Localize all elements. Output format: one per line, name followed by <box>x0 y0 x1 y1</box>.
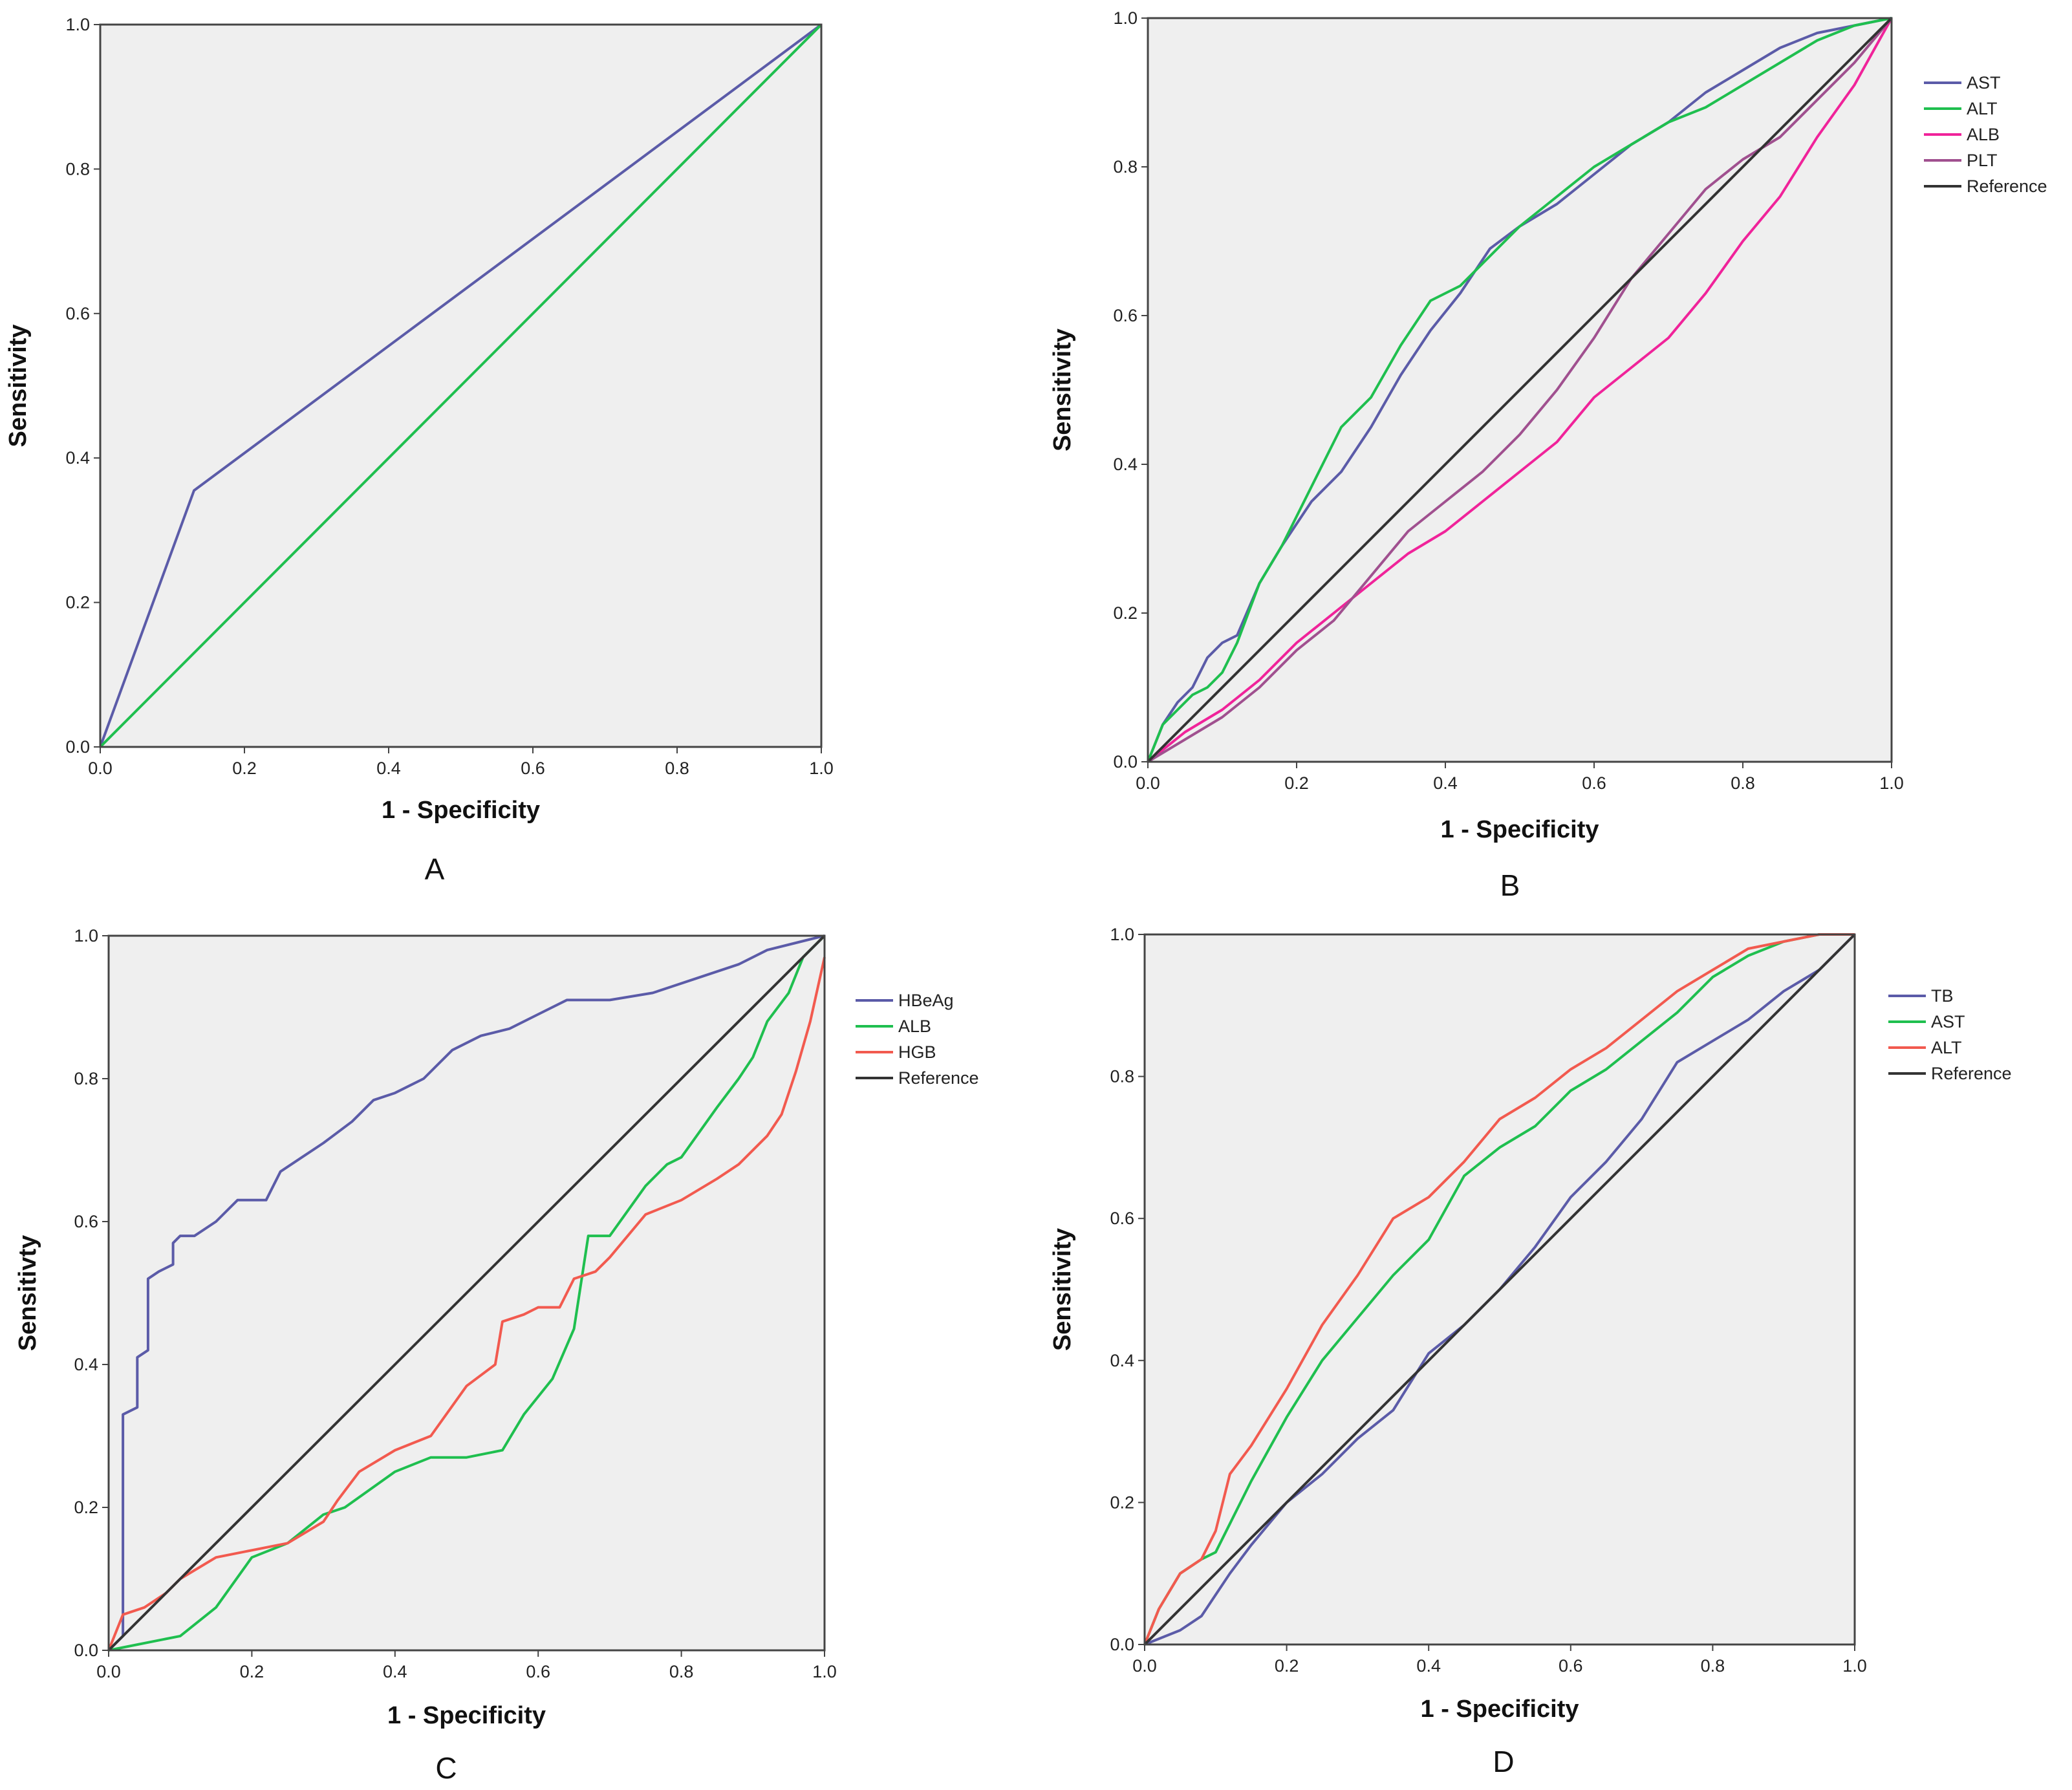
legend-label-reference: Reference <box>898 1068 979 1088</box>
x-tick-label: 0.2 <box>1284 773 1309 793</box>
series-line-hbeag <box>107 934 825 1652</box>
x-tick-label: 0.2 <box>240 1662 264 1681</box>
panel-letter: D <box>1493 1745 1514 1778</box>
y-tick-label: 1.0 <box>1110 925 1134 944</box>
panel-letter: C <box>435 1751 457 1785</box>
series-line-reference <box>1147 17 1893 763</box>
series-line-ast <box>1143 933 1855 1645</box>
legend: TB AST ALT Reference <box>1888 986 2012 1083</box>
y-axis-title: Sensitivity <box>1049 1228 1076 1351</box>
x-tick-label: 0.8 <box>1701 1656 1725 1676</box>
x-tick-label: 0.8 <box>665 759 689 778</box>
y-tick-label: 0.8 <box>74 1069 98 1088</box>
x-tick-label: 0.4 <box>1433 773 1458 793</box>
series-line-ast <box>1147 17 1892 762</box>
series-line-alb <box>108 934 826 1652</box>
plot-frame <box>107 934 826 1652</box>
series-line-hgb <box>107 956 826 1651</box>
legend: AST ALT ALB PLT Reference <box>1924 73 2047 196</box>
y-tick-label: 0.4 <box>65 448 90 468</box>
x-axis-title: 1 - Specificity <box>387 1702 546 1729</box>
x-tick-label: 0.6 <box>521 759 545 778</box>
x-axis-title: 1 - Specificity <box>382 797 540 824</box>
legend-label-tb: TB <box>1931 986 1954 1006</box>
plot-frame <box>1147 17 1893 763</box>
series-line-2 <box>99 23 823 748</box>
roc-panel-d: 0.0 0.2 0.4 0.6 0.8 1.0 0.0 0.2 0.4 0.6 0.8 1.0 1 - … <box>1049 925 2012 1778</box>
x-tick-label: 0.8 <box>669 1662 694 1681</box>
x-tick-label: 0.0 <box>88 759 113 778</box>
y-tick-label: 1.0 <box>74 926 98 945</box>
y-tick-label: 0.4 <box>1113 455 1138 474</box>
x-tick-label: 1.0 <box>809 759 834 778</box>
roc-panel-a: 0.0 0.2 0.4 0.6 0.8 1.0 0.0 0.2 0.4 0.6 0.8 1.0 1 - … <box>5 15 834 886</box>
y-tick-label: 1.0 <box>1113 8 1138 28</box>
series-line-plt <box>1147 17 1893 763</box>
y-tick-label: 0.6 <box>1113 306 1138 325</box>
x-tick-label: 0.6 <box>526 1662 550 1681</box>
y-tick-label: 0.4 <box>1110 1351 1134 1370</box>
series-line-reference <box>107 934 826 1652</box>
y-tick-label: 0.2 <box>65 593 90 612</box>
x-tick-label: 0.0 <box>1136 773 1160 793</box>
x-tick-label: 0.4 <box>376 759 401 778</box>
x-tick-label: 0.0 <box>96 1662 121 1681</box>
x-axis-title: 1 - Specificity <box>1441 816 1599 843</box>
legend-label-hgb: HGB <box>898 1042 936 1062</box>
x-tick-label: 0.8 <box>1731 773 1755 793</box>
plot-frame <box>99 23 823 748</box>
legend-label-alb: ALB <box>1967 125 2000 144</box>
x-tick-label: 0.2 <box>1275 1656 1299 1676</box>
y-tick-label: 1.0 <box>65 15 90 34</box>
series-line-1 <box>99 23 823 748</box>
legend: HBeAg ALB HGB Reference <box>856 991 979 1088</box>
y-tick-label: 0.8 <box>1110 1067 1134 1086</box>
y-tick-label: 0.8 <box>1113 157 1138 177</box>
y-tick-label: 0.2 <box>74 1498 98 1517</box>
legend-label-alt: ALT <box>1967 99 1998 118</box>
series-line-alb <box>1147 17 1893 763</box>
x-tick-label: 0.2 <box>232 759 257 778</box>
roc-panel-b: 0.0 0.2 0.4 0.6 0.8 1.0 0.0 0.2 0.4 0.6 0.8 1.0 1 - … <box>1049 8 2047 902</box>
legend-label-ast: AST <box>1931 1012 1965 1031</box>
y-tick-label: 0.0 <box>1110 1635 1134 1654</box>
y-tick-label: 0.2 <box>1113 603 1138 623</box>
series-line-alt <box>1143 933 1855 1645</box>
y-tick-label: 0.6 <box>1110 1209 1134 1228</box>
y-tick-label: 0.8 <box>65 159 90 178</box>
y-axis-title: Sensitivty <box>14 1235 41 1352</box>
x-tick-label: 1.0 <box>1842 1656 1867 1676</box>
panel-letter: A <box>425 852 445 886</box>
y-axis-title: Sensitivity <box>1049 329 1076 451</box>
legend-label-reference: Reference <box>1931 1064 2012 1083</box>
y-tick-label: 0.6 <box>74 1212 98 1231</box>
roc-panel-c: 0.0 0.2 0.4 0.6 0.8 1.0 0.0 0.2 0.4 0.6 0.8 1.0 1 - … <box>14 926 979 1785</box>
legend-label-alt: ALT <box>1931 1038 1962 1057</box>
y-tick-label: 0.0 <box>1113 752 1138 771</box>
x-tick-label: 0.6 <box>1559 1656 1583 1676</box>
x-tick-label: 0.6 <box>1582 773 1606 793</box>
y-axis-title: Sensitivity <box>5 324 32 447</box>
y-tick-label: 0.0 <box>65 737 90 757</box>
legend-label-hbeag: HBeAg <box>898 991 954 1010</box>
legend-label-reference: Reference <box>1967 177 2047 196</box>
x-tick-label: 0.0 <box>1132 1656 1157 1676</box>
plot-frame <box>1143 933 1856 1646</box>
x-axis-title: 1 - Specificity <box>1421 1696 1579 1723</box>
panel-letter: B <box>1500 868 1520 902</box>
x-tick-label: 0.4 <box>1416 1656 1441 1676</box>
legend-label-plt: PLT <box>1967 151 1998 170</box>
x-tick-label: 0.4 <box>383 1662 407 1681</box>
series-line-alt <box>1147 17 1892 762</box>
x-tick-label: 1.0 <box>812 1662 837 1681</box>
y-tick-label: 0.0 <box>74 1641 98 1660</box>
y-tick-label: 0.6 <box>65 304 90 323</box>
y-tick-label: 0.4 <box>74 1355 98 1374</box>
legend-label-ast: AST <box>1967 73 2001 92</box>
x-tick-label: 1.0 <box>1879 773 1904 793</box>
y-tick-label: 0.2 <box>1110 1493 1134 1512</box>
series-line-reference <box>1143 933 1856 1646</box>
legend-label-alb: ALB <box>898 1017 931 1036</box>
